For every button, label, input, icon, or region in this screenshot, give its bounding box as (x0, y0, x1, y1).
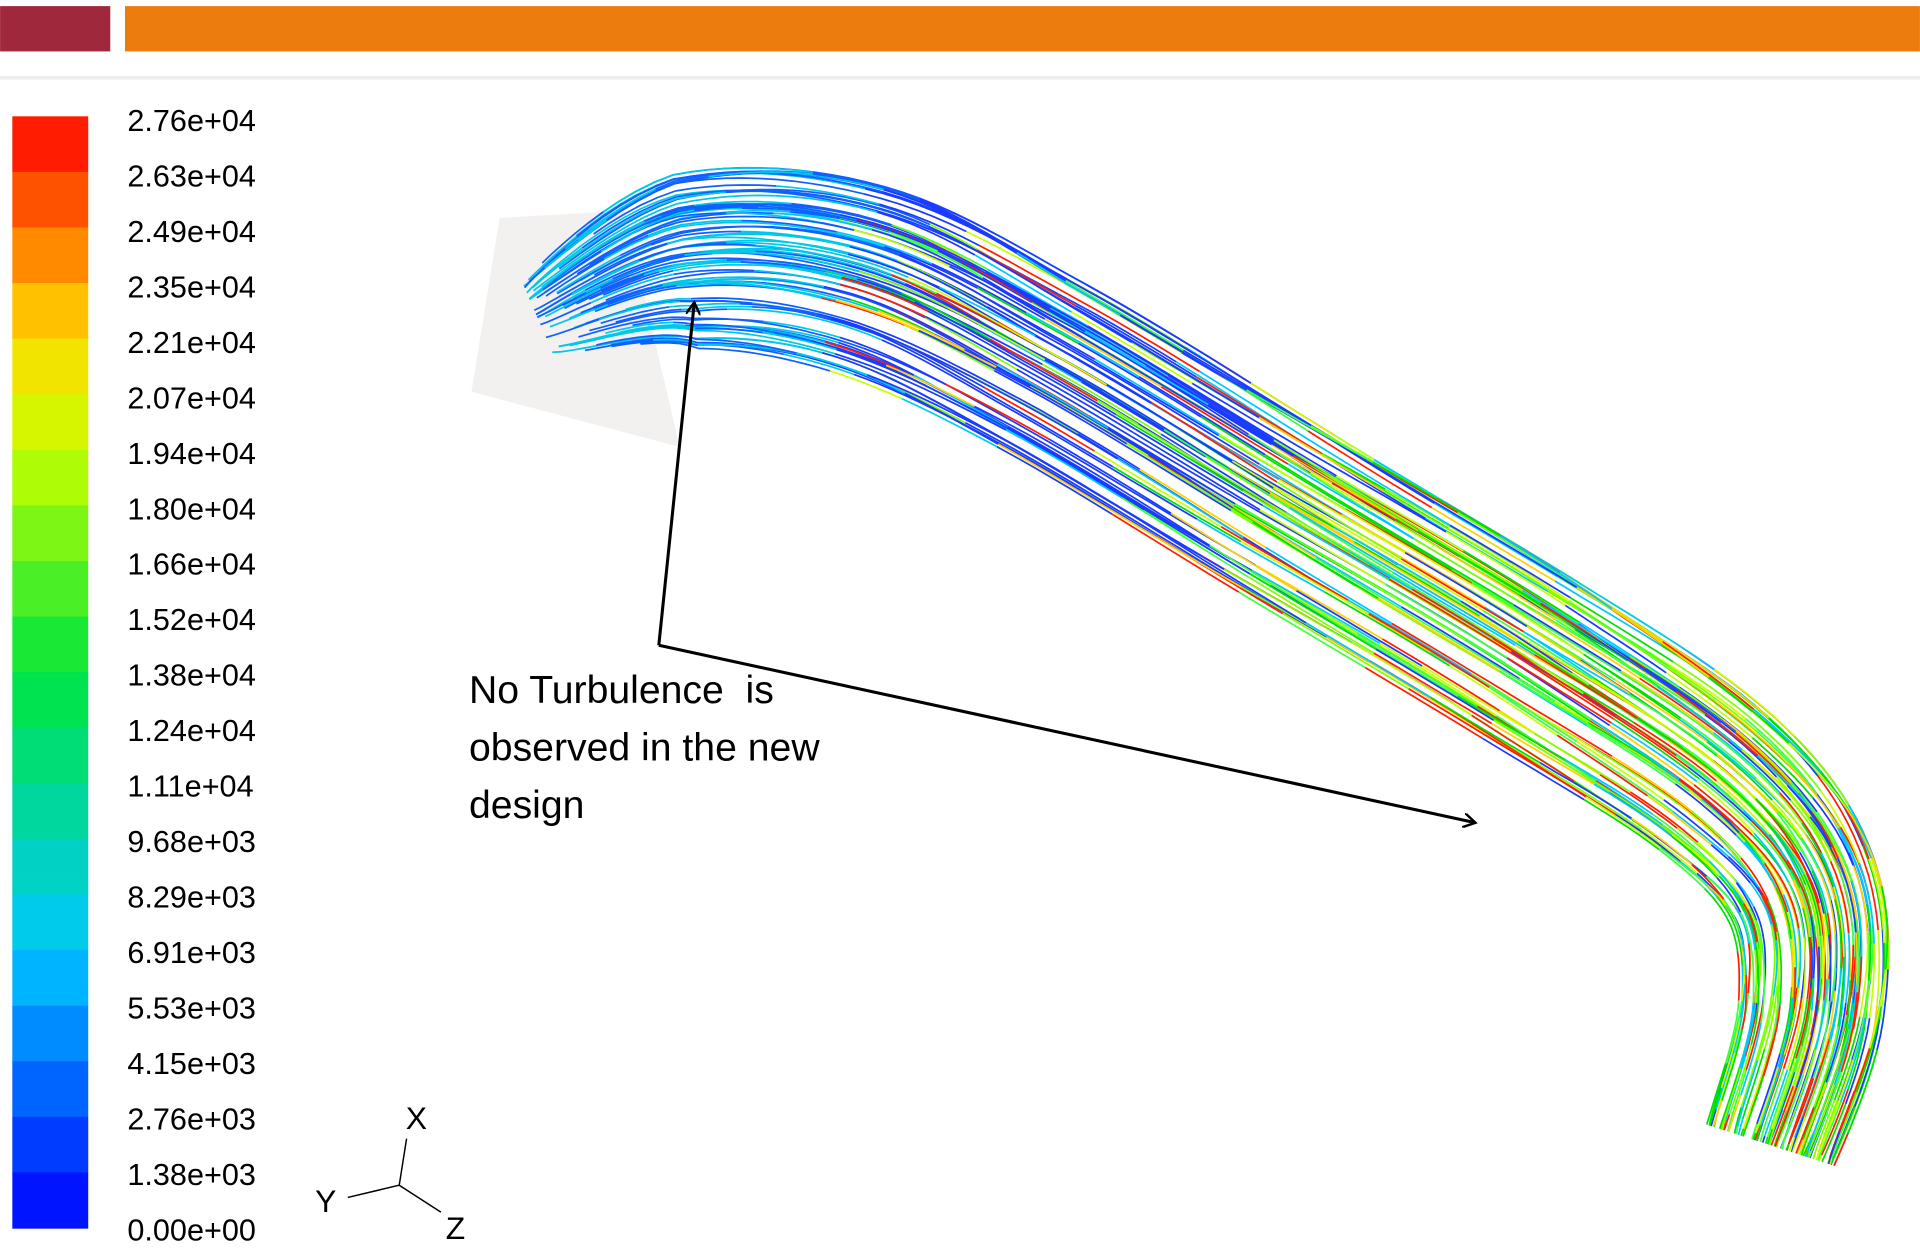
streamline (1763, 1136, 1765, 1143)
colorbar-label: 2.63e+04 (127, 159, 255, 193)
colorbar-label: 1.94e+04 (127, 437, 255, 471)
streamline (902, 399, 997, 447)
annotation: No Turbulence is observed in the new des… (469, 669, 820, 827)
colorbar-label: 1.38e+04 (127, 659, 255, 693)
triad-label: X (406, 1100, 427, 1136)
streamline (1755, 950, 1756, 1003)
colorbar-band (12, 839, 88, 895)
streamline (1456, 515, 1577, 587)
colorbar-label: 5.53e+03 (127, 991, 255, 1025)
streamline (1389, 531, 1513, 605)
colorbar-band (12, 895, 88, 951)
annotation-line: No Turbulence is (469, 669, 774, 712)
colorbar-band (12, 1117, 88, 1173)
streamline (1846, 933, 1850, 1003)
streamline (1485, 651, 1590, 719)
colorbar-band (12, 1172, 88, 1228)
colorbar-labels: 2.76e+04 2.63e+04 2.49e+04 2.35e+04 2.21e+04… (127, 104, 255, 1247)
colorbar-band (12, 950, 88, 1006)
colorbar-band (12, 672, 88, 728)
streamline (1434, 503, 1557, 576)
triad-label: Y (315, 1183, 336, 1219)
colorbar-band (12, 783, 88, 839)
streamline (1374, 653, 1492, 723)
page: 2.76e+04 2.63e+04 2.49e+04 2.35e+04 2.21e+04… (0, 0, 1920, 1255)
colorbar-band (12, 1006, 88, 1062)
colorbar (12, 116, 88, 1228)
streamline (1255, 565, 1382, 639)
colorbar-label: 1.11e+04 (127, 770, 253, 804)
colorbar-label: 1.66e+04 (127, 548, 255, 582)
colorbar-label: 9.68e+03 (127, 825, 255, 859)
triad-label: Z (446, 1210, 465, 1246)
colorbar-band (12, 116, 88, 172)
streamline (1760, 1135, 1762, 1142)
streamline (836, 350, 912, 380)
header-block (0, 6, 110, 51)
streamline (1224, 569, 1352, 642)
colorbar-band (12, 617, 88, 673)
streamline (1877, 930, 1879, 1006)
streamlines (524, 168, 1889, 1166)
colorbar-band (12, 394, 88, 450)
colorbar-label: 1.52e+04 (127, 603, 255, 637)
colorbar-band (12, 227, 88, 283)
colorbar-label: 2.35e+04 (127, 270, 255, 304)
colorbar-band (12, 1061, 88, 1117)
streamline (1075, 305, 1196, 377)
colorbar-label: 2.76e+04 (127, 104, 255, 138)
streamline (965, 423, 1074, 484)
arrow (659, 302, 695, 645)
colorbar-band (12, 339, 88, 395)
colorbar-band (12, 561, 88, 617)
colorbar-label: 2.49e+04 (127, 215, 255, 249)
colorbar-label: 6.91e+03 (127, 936, 255, 970)
streamline (1717, 896, 1735, 926)
header-bar (125, 6, 1920, 51)
streamline (1737, 951, 1739, 1001)
streamline (1352, 643, 1472, 716)
streamline (1133, 433, 1260, 510)
colorbar-band (12, 450, 88, 506)
axis-triad: X Y Z (315, 1100, 465, 1246)
streamline (1183, 350, 1311, 426)
colorbar-band (12, 728, 88, 784)
colorbar-band (12, 283, 88, 339)
streamline (711, 227, 804, 231)
annotation-line: design (469, 784, 584, 827)
annotation-line: observed in the new (469, 726, 820, 769)
colorbar-label: 4.15e+03 (127, 1047, 255, 1081)
header-rule (0, 76, 1920, 80)
colorbar-label: 8.29e+03 (127, 881, 255, 915)
streamline (966, 232, 1064, 284)
streamline (1634, 723, 1717, 781)
streamline (1761, 967, 1764, 1023)
slide: 2.76e+04 2.63e+04 2.49e+04 2.35e+04 2.21e+04… (0, 0, 1920, 1255)
streamline (1248, 577, 1374, 653)
colorbar-label: 0.00e+00 (127, 1213, 255, 1247)
colorbar-label: 2.21e+04 (127, 326, 255, 360)
colorbar-label: 1.80e+04 (127, 492, 255, 526)
streamline (1752, 950, 1754, 1002)
colorbar-band (12, 505, 88, 561)
colorbar-label: 1.38e+03 (127, 1158, 255, 1192)
streamline (1418, 531, 1541, 604)
colorbar-band (12, 172, 88, 228)
streamline (1555, 581, 1661, 645)
streamline (1780, 949, 1781, 1006)
streamline (1026, 313, 1139, 377)
colorbar-label: 1.24e+04 (127, 714, 255, 748)
colorbar-label: 2.76e+03 (127, 1102, 255, 1136)
colorbar-label: 2.07e+04 (127, 381, 255, 415)
